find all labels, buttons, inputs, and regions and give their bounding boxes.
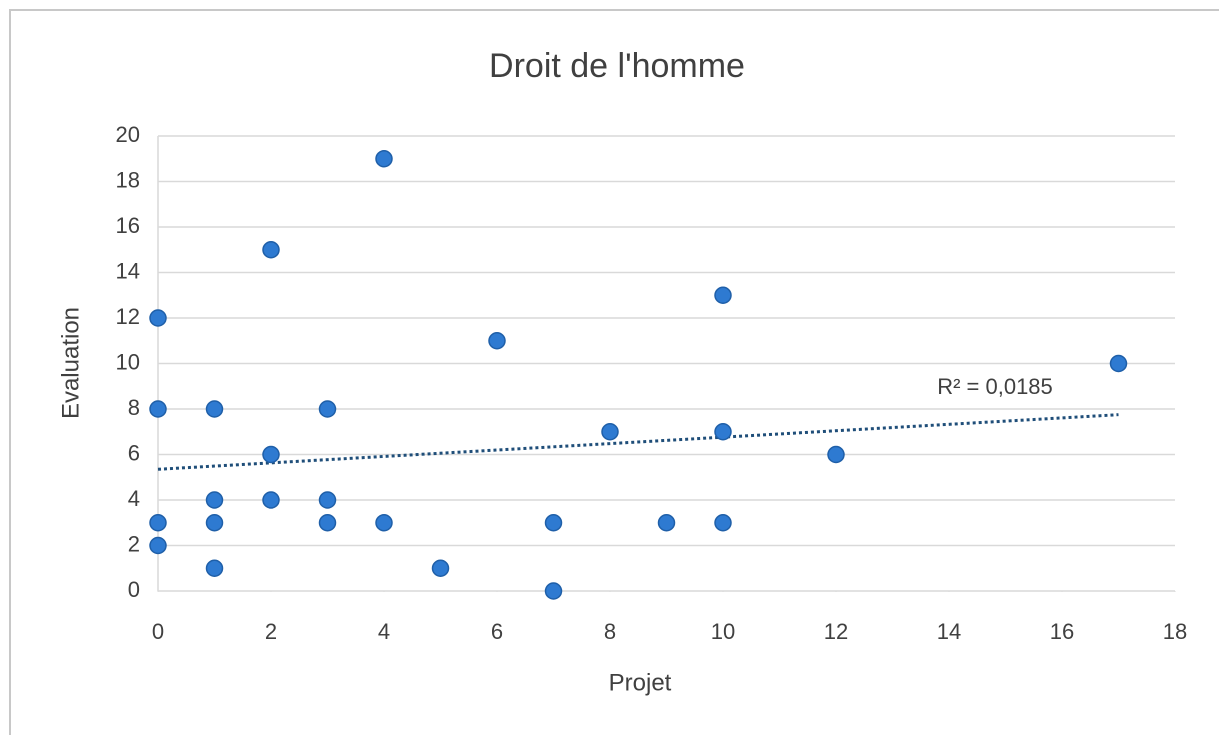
- point: [318, 491, 337, 509]
- point: [205, 491, 224, 509]
- x-tick-label: 8: [604, 619, 616, 644]
- point: [714, 514, 732, 532]
- y-tick-label: 20: [116, 122, 140, 147]
- x-tick-label: 16: [1050, 619, 1074, 644]
- point: [431, 559, 450, 577]
- point: [714, 286, 732, 304]
- y-tick-label: 2: [128, 531, 140, 556]
- x-axis-label: Projet: [609, 669, 672, 696]
- y-axis-label: Evaluation: [57, 307, 84, 419]
- y-tick-label: 6: [128, 440, 140, 465]
- point: [601, 423, 619, 441]
- trendline: [157, 413, 1119, 471]
- x-tick-label: 12: [824, 619, 848, 644]
- y-tick-label: 10: [116, 349, 140, 374]
- point: [149, 536, 167, 555]
- point: [262, 445, 280, 464]
- x-tick-label: 14: [937, 619, 961, 644]
- point: [375, 514, 393, 532]
- point: [375, 150, 393, 168]
- point: [1109, 354, 1128, 373]
- chart-title: Droit de l'homme: [489, 47, 745, 85]
- y-tick-label: 8: [128, 395, 140, 420]
- point: [657, 514, 676, 532]
- point: [318, 400, 337, 418]
- y-tick-label: 0: [128, 577, 140, 602]
- point: [488, 332, 506, 350]
- trendline-label: R² = 0,0185: [937, 374, 1053, 399]
- y-tick-label: 18: [116, 167, 140, 192]
- point: [149, 400, 167, 418]
- x-tick-label: 2: [265, 619, 277, 644]
- y-tick-label: 16: [116, 213, 140, 238]
- point: [149, 309, 167, 327]
- point: [827, 445, 845, 464]
- y-tick-label: 14: [116, 258, 140, 283]
- point: [205, 400, 224, 418]
- y-tick-label: 12: [116, 304, 140, 329]
- x-tick-label: 18: [1163, 619, 1187, 644]
- point: [262, 491, 280, 509]
- x-tick-label: 6: [491, 619, 503, 644]
- point: [318, 514, 337, 532]
- point: [544, 514, 563, 532]
- point: [205, 559, 224, 577]
- x-tick-label: 4: [378, 619, 390, 644]
- x-tick-label: 0: [152, 619, 164, 644]
- point: [262, 241, 280, 259]
- point: [544, 582, 563, 600]
- chart-frame: [9, 9, 1219, 735]
- point: [205, 514, 224, 532]
- y-tick-label: 4: [128, 486, 140, 511]
- point: [149, 514, 167, 532]
- point: [714, 423, 732, 441]
- x-tick-label: 10: [711, 619, 735, 644]
